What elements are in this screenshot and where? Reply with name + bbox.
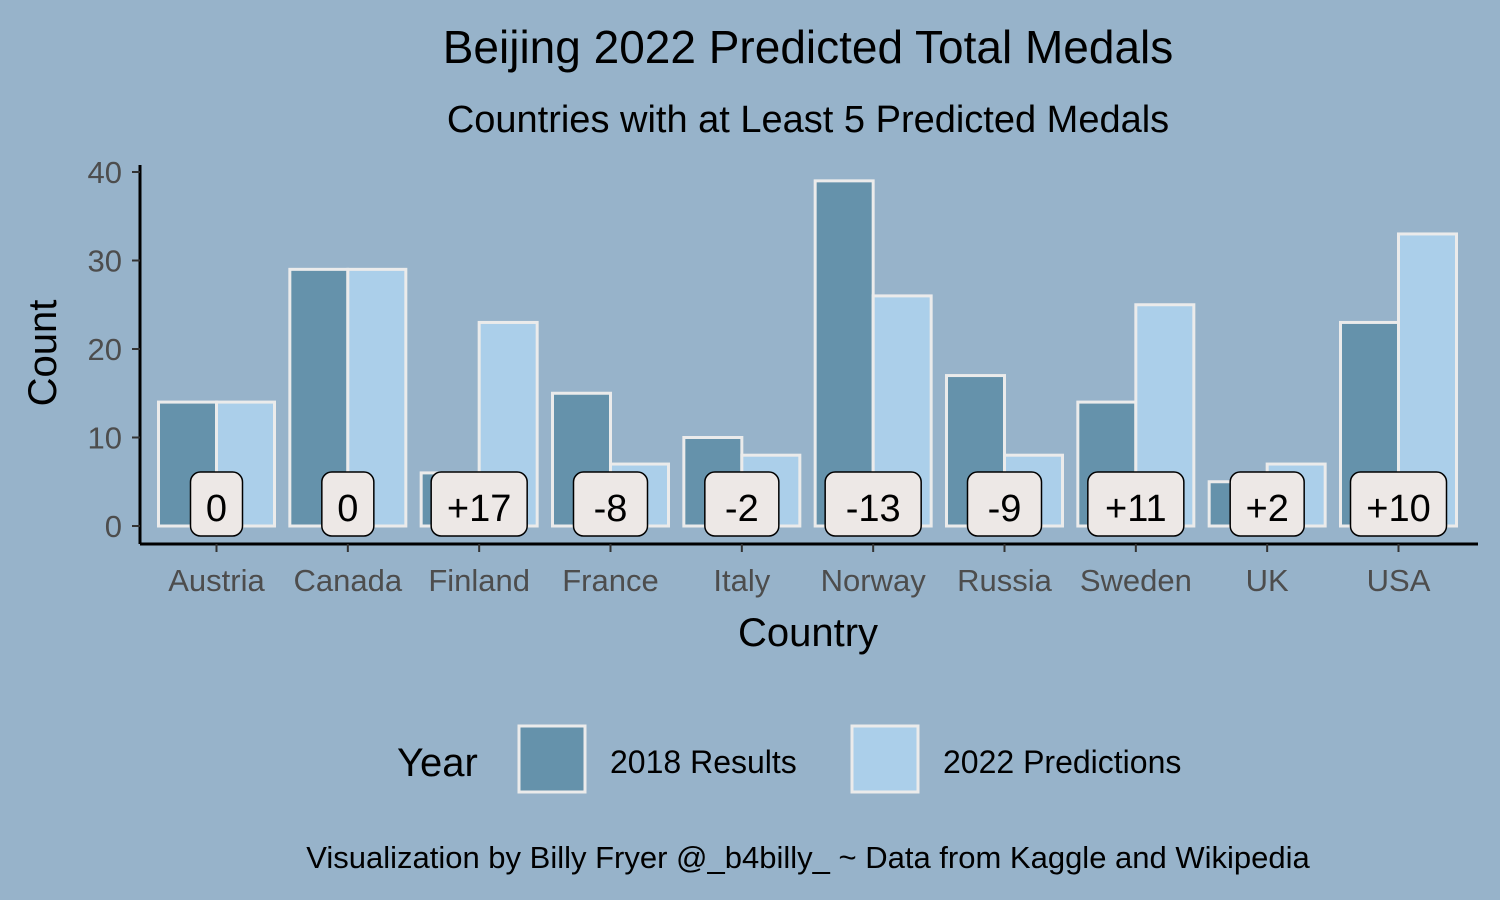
difference-label-box-canada — [321, 471, 375, 537]
x-tick-label-france: France — [562, 563, 658, 598]
legend-title: Year — [397, 741, 478, 785]
difference-label-box-russia — [966, 471, 1043, 537]
x-tick-label-austria: Austria — [168, 563, 265, 598]
difference-label-italy: -2 — [725, 488, 759, 530]
x-tick-label-canada: Canada — [294, 563, 403, 598]
x-tick-label-italy: Italy — [713, 563, 770, 598]
y-tick-label-0: 0 — [105, 509, 122, 544]
difference-label-box-austria — [189, 471, 244, 537]
plot-area: 0 0 +17 -8 -2 -13 -9 +11 +2 +10 0 10 20 30 40 Austria Ca… — [88, 155, 1478, 598]
difference-label-box-france — [572, 471, 649, 537]
y-tick-label-10: 10 — [88, 421, 122, 456]
difference-label-austria: 0 — [206, 488, 227, 530]
difference-label-box-finland — [430, 471, 528, 537]
y-tick-label-20: 20 — [88, 332, 122, 367]
bar-austria-2018 — [157, 400, 218, 528]
difference-label-finland: +17 — [447, 488, 511, 530]
difference-label-usa: +10 — [1366, 488, 1430, 530]
difference-label-canada: 0 — [337, 488, 358, 530]
difference-label-box-uk — [1229, 471, 1305, 537]
difference-label-russia: -9 — [988, 488, 1022, 530]
y-axis-title: Count — [21, 300, 65, 407]
difference-label-box-norway — [824, 471, 922, 537]
y-tick-label-30: 30 — [88, 244, 122, 279]
chart-title: Beijing 2022 Predicted Total Medals — [443, 21, 1174, 73]
legend-swatch-2018 — [517, 724, 587, 794]
legend-label-2022: 2022 Predictions — [943, 744, 1181, 780]
x-tick-label-finland: Finland — [428, 563, 530, 598]
difference-label-box-usa — [1349, 471, 1448, 537]
x-tick-label-sweden: Sweden — [1080, 563, 1192, 598]
legend: Year 2018 Results 2022 Predictions — [397, 724, 1181, 794]
difference-label-france: -8 — [594, 488, 628, 530]
x-tick-label-russia: Russia — [957, 563, 1053, 598]
x-tick-label-usa: USA — [1367, 563, 1431, 598]
difference-label-sweden: +11 — [1105, 488, 1167, 530]
x-tick-label-norway: Norway — [821, 563, 927, 598]
difference-label-box-italy — [704, 471, 780, 537]
chart-subtitle: Countries with at Least 5 Predicted Meda… — [447, 99, 1169, 141]
chart-caption: Visualization by Billy Fryer @_b4billy_ … — [306, 840, 1310, 875]
legend-label-2018: 2018 Results — [610, 744, 797, 780]
difference-label-norway: -13 — [846, 488, 901, 530]
x-axis-title: Country — [738, 611, 878, 655]
legend-swatch-2022 — [850, 724, 920, 794]
x-tick-label-uk: UK — [1246, 563, 1289, 598]
y-tick-label-40: 40 — [88, 155, 122, 190]
difference-label-box-sweden — [1087, 471, 1185, 537]
difference-label-uk: +2 — [1246, 488, 1289, 530]
